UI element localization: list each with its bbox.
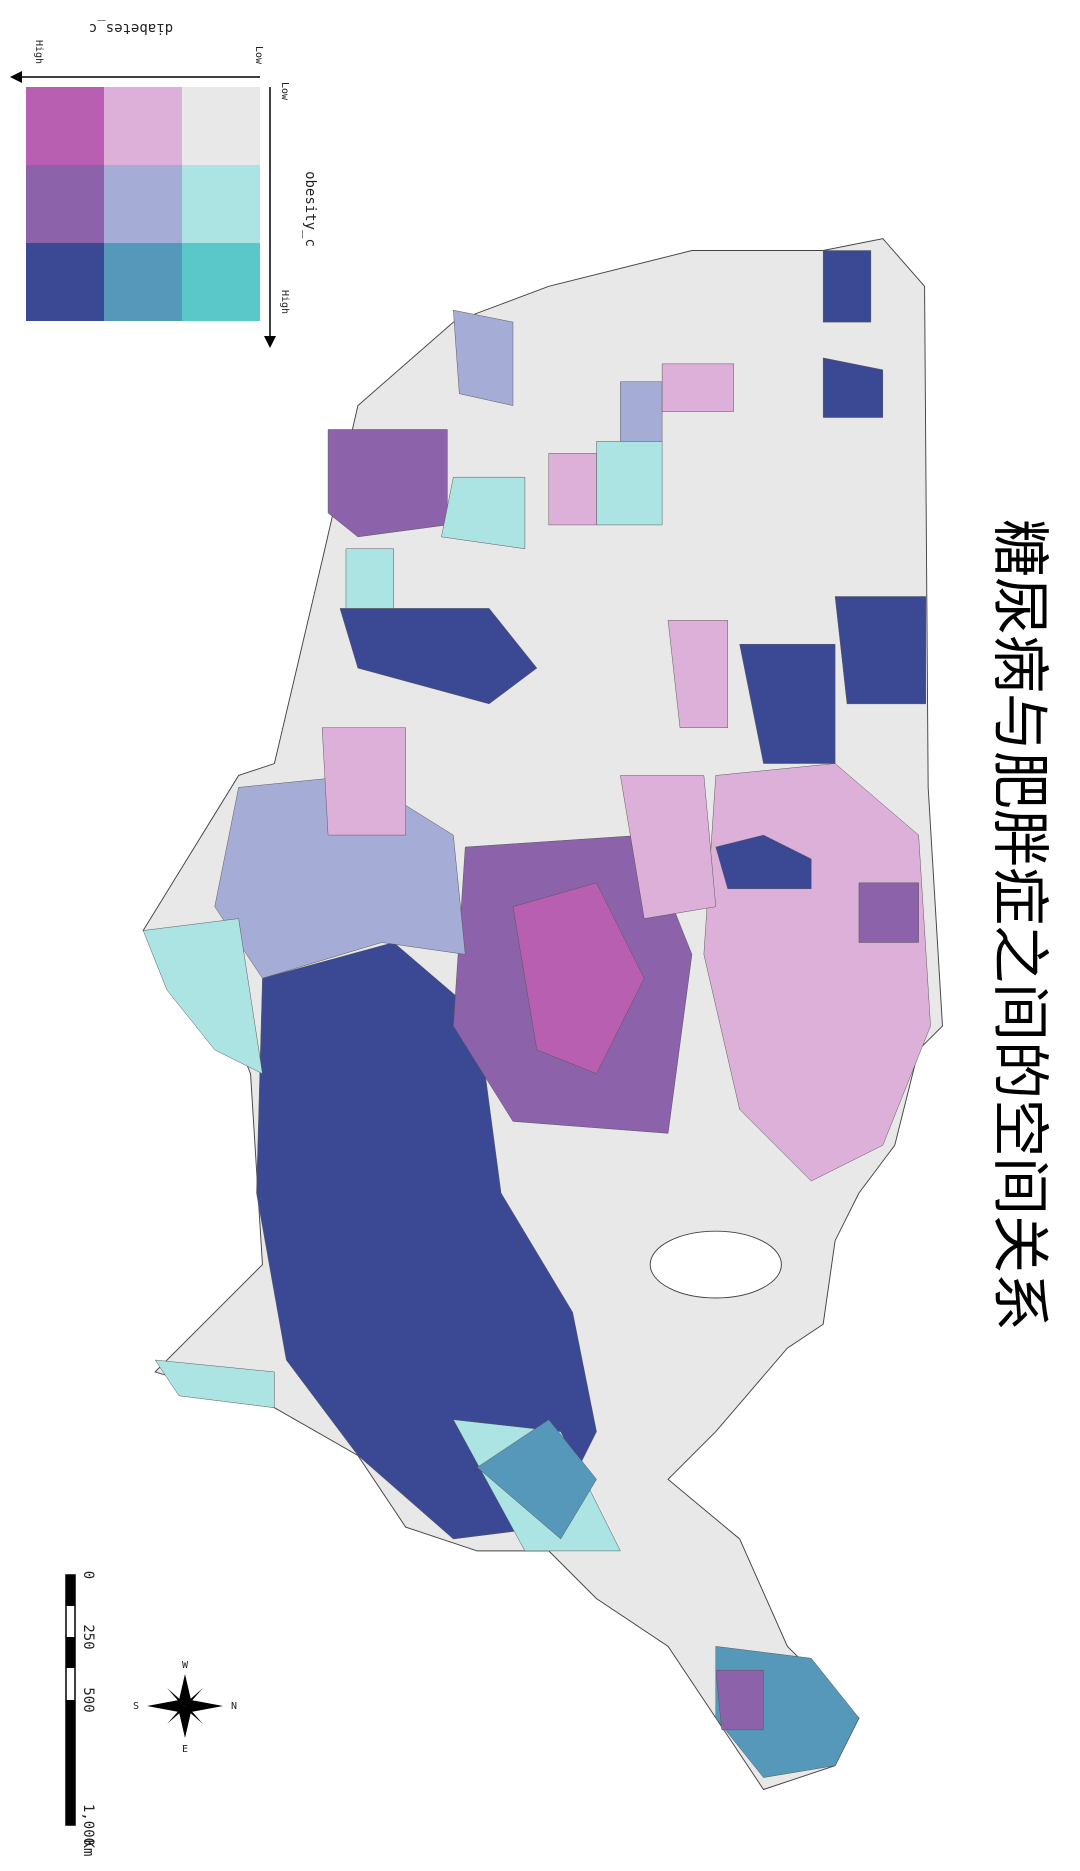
scale-bar-segment <box>66 1575 75 1606</box>
county-region <box>715 834 812 890</box>
legend-cell <box>182 165 260 243</box>
legend-cell <box>182 243 260 321</box>
scale-label: 1,000 <box>80 1804 96 1846</box>
legend-cell <box>26 165 104 243</box>
legend <box>26 87 260 321</box>
county-region <box>620 775 717 919</box>
legend-cell <box>26 243 104 321</box>
scale-bar-segment <box>66 1637 75 1668</box>
compass: N S E W <box>133 1660 237 1755</box>
legend-x-label: diabetes_c <box>89 20 173 36</box>
county-region <box>834 596 927 705</box>
legend-x-high: High <box>33 40 44 64</box>
county-region <box>715 1669 764 1731</box>
county-region <box>476 1419 597 1540</box>
scale-label: 500 <box>80 1687 96 1712</box>
county-region <box>858 882 919 943</box>
county-region <box>739 643 836 764</box>
county-region <box>512 882 645 1075</box>
county-region <box>327 429 448 538</box>
scale-unit: Km <box>80 1840 96 1857</box>
county-region <box>142 918 263 1075</box>
legend-y-high: High <box>279 290 290 314</box>
map-title: 糖尿病与肥胖症之间的空间关系 <box>986 519 1054 1331</box>
legend-y-low: Low <box>279 82 290 101</box>
compass-s: S <box>133 1701 139 1712</box>
arrow-head <box>264 336 276 348</box>
scale-bar <box>65 1574 76 1826</box>
legend-cell <box>104 243 182 321</box>
county-region <box>441 476 526 550</box>
county-region <box>596 441 663 526</box>
arrow-head <box>10 71 22 83</box>
scale-label: 250 <box>80 1624 96 1649</box>
county-region <box>345 548 394 609</box>
legend-x-low: Low <box>253 46 264 65</box>
county-region <box>453 309 514 406</box>
legend-y-label: obesity_c <box>302 171 318 247</box>
county-region <box>321 727 406 836</box>
county-region <box>667 620 728 728</box>
legend-cell <box>104 165 182 243</box>
compass-e: E <box>182 1744 188 1755</box>
county-region <box>661 363 734 412</box>
county-region <box>620 381 663 442</box>
scale-bar-segment <box>66 1700 75 1825</box>
lake <box>649 1230 782 1299</box>
legend-cell <box>104 87 182 165</box>
county-region <box>548 453 597 526</box>
legend-cell <box>26 87 104 165</box>
map <box>142 238 943 1791</box>
scale-label: 0 <box>80 1571 96 1579</box>
compass-w: W <box>182 1660 189 1671</box>
county-region <box>822 250 872 323</box>
county-region <box>339 608 538 705</box>
compass-n: N <box>231 1701 237 1712</box>
county-region <box>822 357 884 418</box>
county-region <box>154 1359 275 1409</box>
legend-cell <box>182 87 260 165</box>
